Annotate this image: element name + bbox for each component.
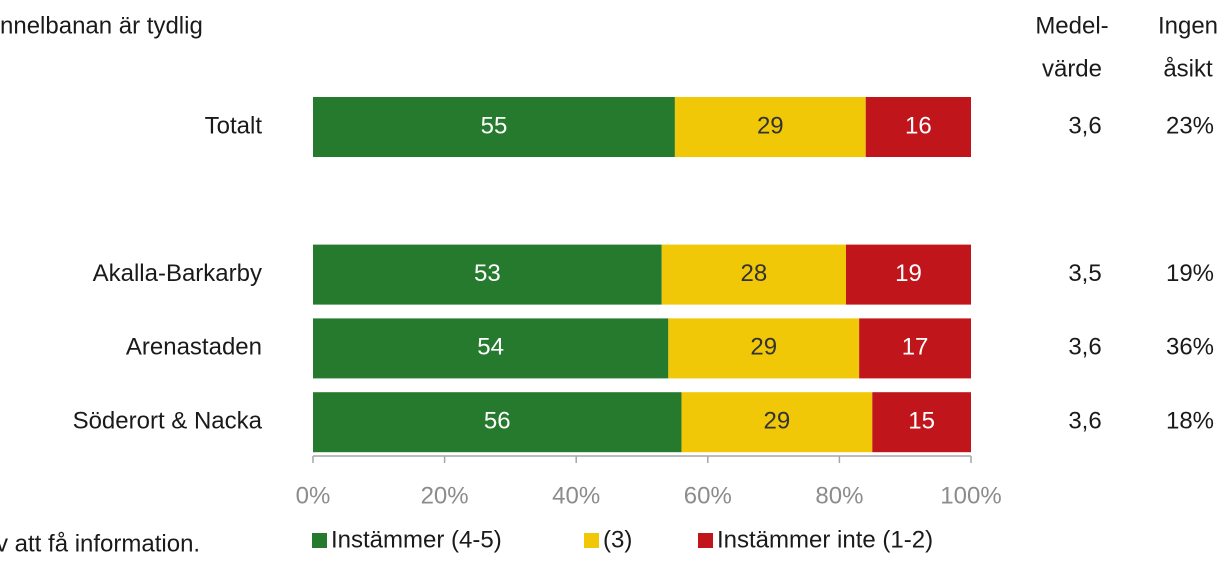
data-label: 16 <box>905 112 932 139</box>
chart-title: nnelbanan är tydlig <box>0 12 203 39</box>
bar-segment <box>313 392 682 453</box>
bar-segment <box>674 97 866 157</box>
data-label: 17 <box>902 334 929 361</box>
bar-segment <box>661 244 846 305</box>
column-header: åsikt <box>1163 55 1213 82</box>
column-value: 3,6 <box>1068 334 1101 361</box>
column-value: 3,5 <box>1068 260 1101 287</box>
column-value: 23% <box>1166 112 1214 139</box>
column-header: Medel- <box>1035 12 1108 39</box>
column-header: värde <box>1042 55 1102 82</box>
data-label: 54 <box>477 334 504 361</box>
data-label: 29 <box>764 408 791 435</box>
note: v att få information. <box>0 530 200 557</box>
bar-segment <box>865 97 971 157</box>
bar-segment <box>845 244 971 305</box>
x-tick-label: 80% <box>815 482 863 509</box>
x-tick-label: 0% <box>296 482 331 509</box>
y-tick-label: Akalla-Barkarby <box>93 260 262 287</box>
column-value: 19% <box>1166 260 1214 287</box>
column-header: Ingen <box>1158 12 1218 39</box>
data-label: 53 <box>474 260 501 287</box>
legend-label: Instämmer inte (1-2) <box>717 526 933 553</box>
legend-swatch <box>312 533 327 548</box>
legend-label: Instämmer (4-5) <box>331 526 502 553</box>
x-tick-label: 20% <box>421 482 469 509</box>
y-tick-label: Söderort & Nacka <box>73 408 263 435</box>
bar-segment <box>313 318 669 379</box>
column-value: 3,6 <box>1068 112 1101 139</box>
legend-label: (3) <box>603 526 632 553</box>
data-label: 29 <box>757 112 784 139</box>
x-tick-label: 100% <box>940 482 1001 509</box>
bar-segment <box>668 318 860 379</box>
bar-segment <box>859 318 971 379</box>
legend-swatch <box>584 533 599 548</box>
data-label: 28 <box>741 260 768 287</box>
column-value: 3,6 <box>1068 408 1101 435</box>
x-tick-label: 40% <box>552 482 600 509</box>
y-tick-label: Arenastaden <box>126 334 262 361</box>
data-label: 15 <box>908 408 935 435</box>
column-value: 18% <box>1166 408 1214 435</box>
x-tick-label: 60% <box>684 482 732 509</box>
y-tick-label: Totalt <box>205 112 263 139</box>
data-label: 55 <box>481 112 508 139</box>
bar-segment <box>313 244 662 305</box>
column-value: 36% <box>1166 334 1214 361</box>
data-label: 29 <box>750 334 777 361</box>
data-label: 56 <box>484 408 511 435</box>
bar-segment <box>313 97 675 157</box>
bar-segment <box>872 392 971 453</box>
data-label: 19 <box>895 260 922 287</box>
bar-segment <box>681 392 873 453</box>
legend-swatch <box>698 533 713 548</box>
